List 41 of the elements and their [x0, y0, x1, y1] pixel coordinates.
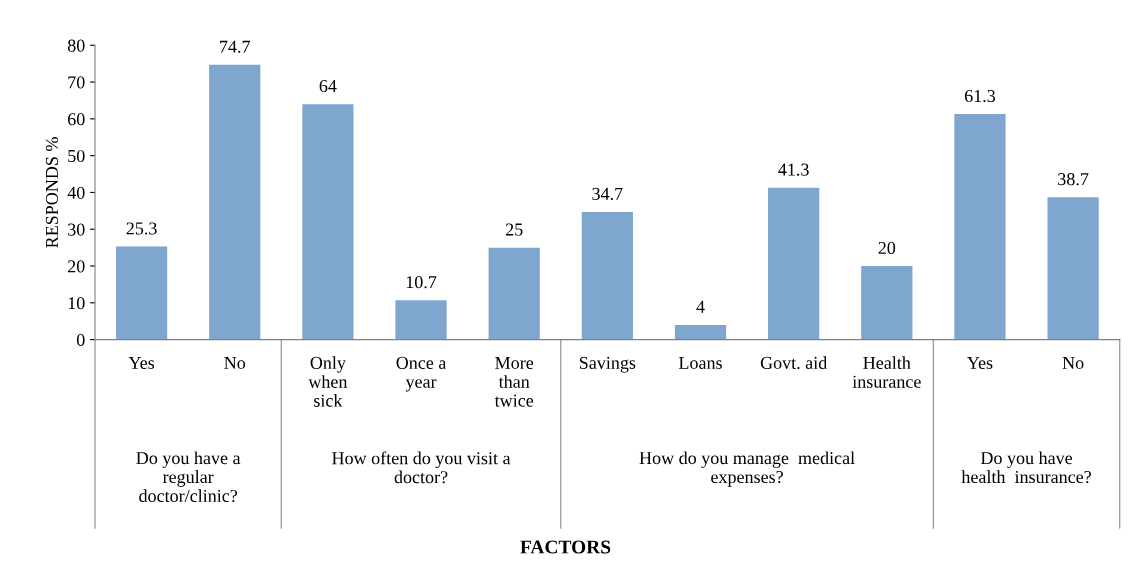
data-label: 41.3 [778, 163, 809, 176]
y-tick-label: 60 [68, 113, 85, 126]
y-tick-label: 40 [67, 186, 85, 199]
x-tick-label: Health insurance [852, 356, 921, 388]
bar [581, 211, 633, 340]
y-tick-label: 80 [67, 39, 85, 52]
x-tick-label: Yes [967, 356, 993, 369]
x-tick-label: Savings [579, 356, 636, 373]
bar [861, 266, 913, 340]
data-label: 61.3 [964, 89, 996, 103]
bar [674, 324, 727, 340]
y-tick-label: 20 [68, 260, 85, 273]
data-label: 25 [505, 223, 523, 236]
data-label: 38.7 [1058, 173, 1089, 186]
data-label: 10.7 [406, 276, 437, 289]
x-tick-label: No [1062, 356, 1084, 369]
data-label: 25.3 [126, 222, 157, 235]
x-axis-title: How often do you visit a doctor? [332, 451, 511, 484]
data-label: 34.7 [592, 187, 623, 201]
bar [768, 187, 820, 340]
x-axis-title: Do you have health insurance? [961, 451, 1091, 484]
data-label: 74.7 [220, 40, 251, 53]
y-tick-label: 0 [76, 333, 85, 347]
text: FACTORS [520, 540, 611, 554]
data-label: 64 [319, 80, 337, 93]
x-axis-title: Do you have a regular doctor/clinic? [136, 451, 241, 503]
x-tick-label: Govt. aid [760, 356, 828, 370]
x-tick-label: Once a year [396, 356, 447, 392]
x-tick-label: Loans [678, 356, 722, 369]
data-label: 20 [878, 241, 896, 255]
y-tick-label: 50 [68, 149, 85, 163]
x-tick-label: Only when sick [308, 356, 348, 407]
x-tick-label: More than twice [494, 356, 534, 407]
data-label: 4 [696, 300, 705, 313]
y-tick-label: 70 [68, 76, 85, 89]
x-tick-label: Yes [128, 356, 155, 369]
y-axis-title: RESPONDS % [45, 137, 59, 248]
y-tick-label: 10 [68, 297, 85, 310]
x-axis-title: How do you manage medical expenses? [639, 451, 855, 487]
y-tick-label: 30 [68, 223, 85, 236]
x-tick-label: No [224, 356, 246, 369]
